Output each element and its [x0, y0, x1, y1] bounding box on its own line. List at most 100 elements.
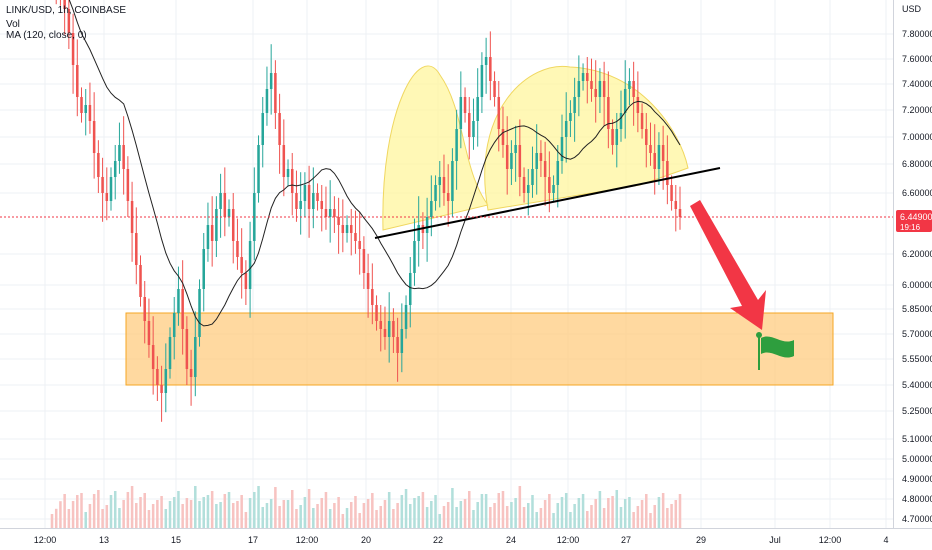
candle-body: [577, 81, 581, 97]
volume-bar: [628, 497, 631, 528]
volume-bar: [130, 486, 134, 528]
price-axis[interactable]: 7.80000 7.60000 7.40000 7.20000 7.00000 6.800…: [902, 29, 932, 524]
candle-body: [430, 201, 433, 217]
candle-body: [371, 289, 374, 305]
candle-body: [611, 129, 614, 145]
volume-bar: [573, 504, 576, 528]
candle-body: [143, 297, 146, 321]
volume-bar: [109, 495, 113, 528]
volume-bar: [113, 491, 117, 528]
price-tick-label: 5.85000: [902, 304, 932, 314]
volume-bar: [387, 492, 391, 528]
volume-bar: [552, 513, 555, 528]
candle-body: [354, 233, 357, 241]
time-tick-label: 29: [696, 535, 706, 545]
volume-bar: [392, 509, 395, 528]
candle-body: [97, 153, 100, 177]
volume-bar: [122, 500, 125, 528]
candle-body: [535, 153, 538, 169]
candle-body: [177, 289, 180, 313]
volume-bar: [375, 510, 378, 528]
volume-bar: [210, 491, 214, 528]
price-tick-label: 5.40000: [902, 380, 932, 390]
volume-bar: [413, 498, 416, 528]
candle-body: [84, 105, 87, 113]
candle-body: [101, 177, 104, 193]
volume-bar: [147, 510, 151, 528]
candlesticks: [55, 0, 682, 422]
candle-body: [257, 145, 260, 193]
candle-body: [181, 289, 184, 329]
candle-body: [295, 193, 298, 209]
volume-bar: [88, 504, 92, 528]
volume-bar: [118, 508, 121, 528]
last-price-badge: 6.44900 19:16: [896, 210, 932, 232]
volume-bar: [657, 497, 661, 528]
volume-bar: [92, 494, 96, 528]
volume-bar: [366, 499, 370, 528]
candle-body: [467, 113, 471, 137]
candle-body: [522, 177, 526, 193]
volume-bar: [341, 514, 345, 528]
candle-body: [653, 153, 656, 169]
volume-bar: [467, 491, 471, 528]
candle-body: [80, 97, 83, 113]
volume-bar: [257, 486, 260, 528]
volume-bar: [564, 493, 568, 528]
volume-bar: [97, 490, 100, 528]
volume-bar: [577, 498, 581, 528]
candle-body: [670, 185, 673, 201]
volume-bar: [139, 497, 142, 528]
volume-bar: [59, 501, 62, 528]
volume-bar: [434, 495, 437, 528]
volume-bar: [320, 498, 324, 528]
volume-bar: [63, 494, 66, 528]
volume-bar: [619, 507, 623, 528]
volume-bar: [598, 491, 602, 528]
candle-body: [417, 225, 420, 241]
neckline-trendline: [374, 167, 721, 239]
volume-bar: [172, 497, 176, 528]
candle-body: [324, 209, 328, 217]
candle-body: [307, 185, 311, 209]
volume-bar: [505, 506, 509, 528]
candle-body: [248, 241, 252, 289]
symbol-title[interactable]: LINK/USD, 1h, COINBASE: [6, 5, 126, 16]
volume-bar: [185, 498, 189, 528]
volume-bar: [425, 507, 429, 528]
volume-bar: [670, 504, 673, 528]
candle-body: [223, 193, 227, 217]
ma-120-line: [68, 0, 681, 327]
candle-body: [493, 81, 496, 97]
candle-body: [581, 73, 585, 81]
volume-bar: [484, 494, 488, 528]
volume-bar: [80, 493, 83, 528]
volume-bar: [560, 497, 564, 528]
volume-bar: [674, 500, 678, 528]
volume-bars: [50, 486, 682, 528]
volume-bar: [219, 502, 222, 528]
volume-bar: [678, 494, 682, 528]
candle-body: [345, 225, 349, 233]
volume-bar: [497, 493, 501, 528]
volume-bar: [168, 501, 172, 528]
volume-bar: [615, 490, 619, 528]
price-tick-label: 4.90000: [902, 474, 932, 484]
volume-indicator-label[interactable]: Vol: [6, 19, 20, 30]
volume-bar: [493, 503, 496, 528]
candle-body: [156, 369, 159, 385]
volume-bar: [510, 502, 513, 528]
ma-indicator-label[interactable]: MA (120, close, 0): [6, 30, 87, 41]
candle-body: [598, 81, 602, 97]
volume-bar: [194, 486, 197, 528]
volume-bar: [328, 509, 332, 528]
candle-body: [543, 161, 547, 177]
time-axis[interactable]: 12:00 13 15 17 12:00 20 22 24 12:00 27 29 Jul 12:00 4: [34, 535, 889, 545]
volume-bar: [303, 497, 307, 528]
price-tick-label: 7.00000: [902, 132, 932, 142]
candle-body: [236, 241, 239, 257]
volume-bar: [446, 502, 450, 528]
candle-body: [632, 81, 635, 97]
volume-bar: [269, 499, 273, 528]
